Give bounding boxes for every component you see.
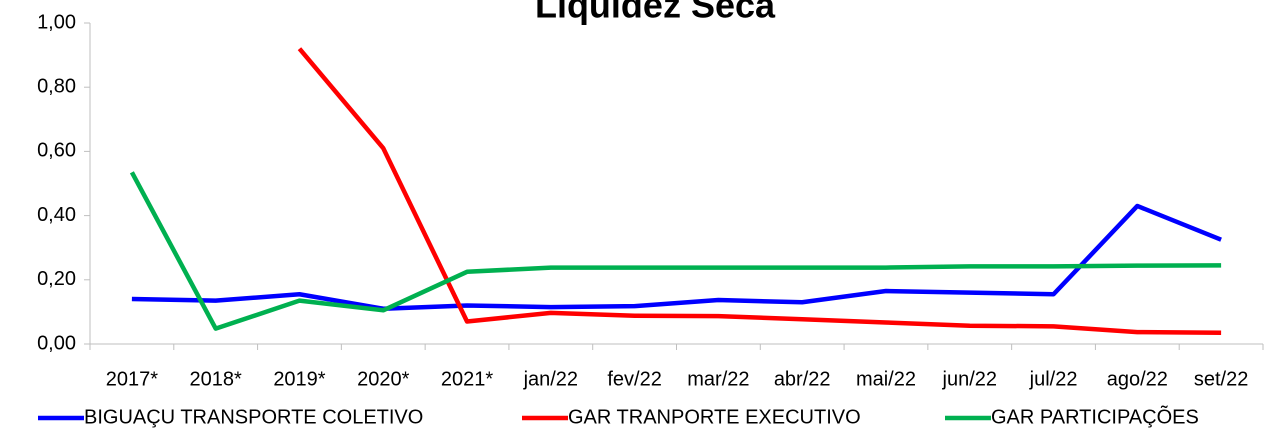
x-tick-label: mar/22 [687, 368, 749, 390]
x-tick-label: abr/22 [774, 368, 831, 390]
x-tick-label: 2018* [190, 368, 242, 390]
y-tick-label: 0,40 [37, 204, 76, 226]
series-line [297, 47, 1222, 336]
x-tick-label: jul/22 [1029, 368, 1078, 390]
x-tick-label: jun/22 [942, 368, 998, 390]
x-tick-label: 2017* [106, 368, 158, 390]
legend-label: GAR PARTICIPAÇÕES [991, 404, 1199, 428]
x-tick-label: ago/22 [1107, 368, 1168, 390]
x-tick-label: jan/22 [523, 368, 579, 390]
x-tick-label: 2021* [441, 368, 493, 390]
y-tick-label: 0,00 [37, 332, 76, 354]
x-tick-label: set/22 [1194, 368, 1248, 390]
x-tick-label: 2019* [273, 368, 325, 390]
y-tick-label: 0,60 [37, 140, 76, 162]
chart-title: Liquidez Seca [535, 0, 776, 26]
x-tick-label: mai/22 [856, 368, 916, 390]
series-line [129, 171, 1222, 331]
x-tick-label: 2020* [357, 368, 409, 390]
legend-label: GAR TRANPORTE EXECUTIVO [568, 406, 861, 428]
legend-label: BIGUAÇU TRANSPORTE COLETIVO [84, 406, 423, 428]
y-tick-label: 0,80 [37, 75, 76, 97]
y-tick-label: 0,20 [37, 268, 76, 290]
y-tick-label: 1,00 [37, 11, 76, 33]
x-tick-label: fev/22 [607, 368, 661, 390]
series-line [131, 203, 1222, 311]
